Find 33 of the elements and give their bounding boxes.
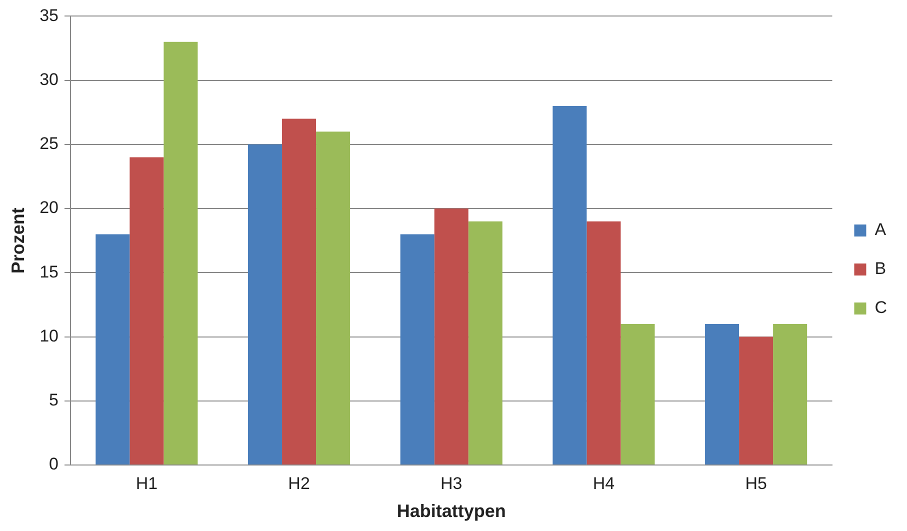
x-tick-label: H1 <box>136 474 158 493</box>
y-tick-label: 15 <box>40 262 59 282</box>
bar <box>130 157 164 464</box>
x-tick-label: H3 <box>440 474 462 493</box>
bar <box>248 144 282 464</box>
bar <box>434 208 468 464</box>
y-tick-label: 30 <box>40 70 59 89</box>
legend-label: C <box>874 298 888 318</box>
bar <box>468 221 502 464</box>
bar <box>164 42 198 464</box>
bar <box>400 234 434 464</box>
y-tick-label: 0 <box>49 454 59 474</box>
y-tick-label: 10 <box>40 326 59 346</box>
y-axis-title: Prozent <box>8 208 28 274</box>
y-tick-label: 35 <box>40 6 59 25</box>
bar <box>316 132 350 464</box>
bar <box>552 106 587 464</box>
bar <box>705 324 740 464</box>
bar <box>773 324 808 464</box>
x-tick-label: H4 <box>592 474 615 493</box>
bar <box>620 324 655 464</box>
bar <box>739 336 774 464</box>
legend-label: B <box>874 259 886 278</box>
y-tick-label: 25 <box>40 134 59 154</box>
bar <box>282 118 316 464</box>
bar <box>586 221 621 464</box>
x-tick-label: H5 <box>745 474 767 493</box>
x-tick-label: H2 <box>288 474 310 493</box>
legend-label: A <box>874 220 887 240</box>
y-tick-label: 5 <box>49 390 59 410</box>
x-axis-title: Habitattypen <box>396 501 506 522</box>
y-tick-label: 20 <box>40 198 59 218</box>
bar <box>96 234 130 464</box>
